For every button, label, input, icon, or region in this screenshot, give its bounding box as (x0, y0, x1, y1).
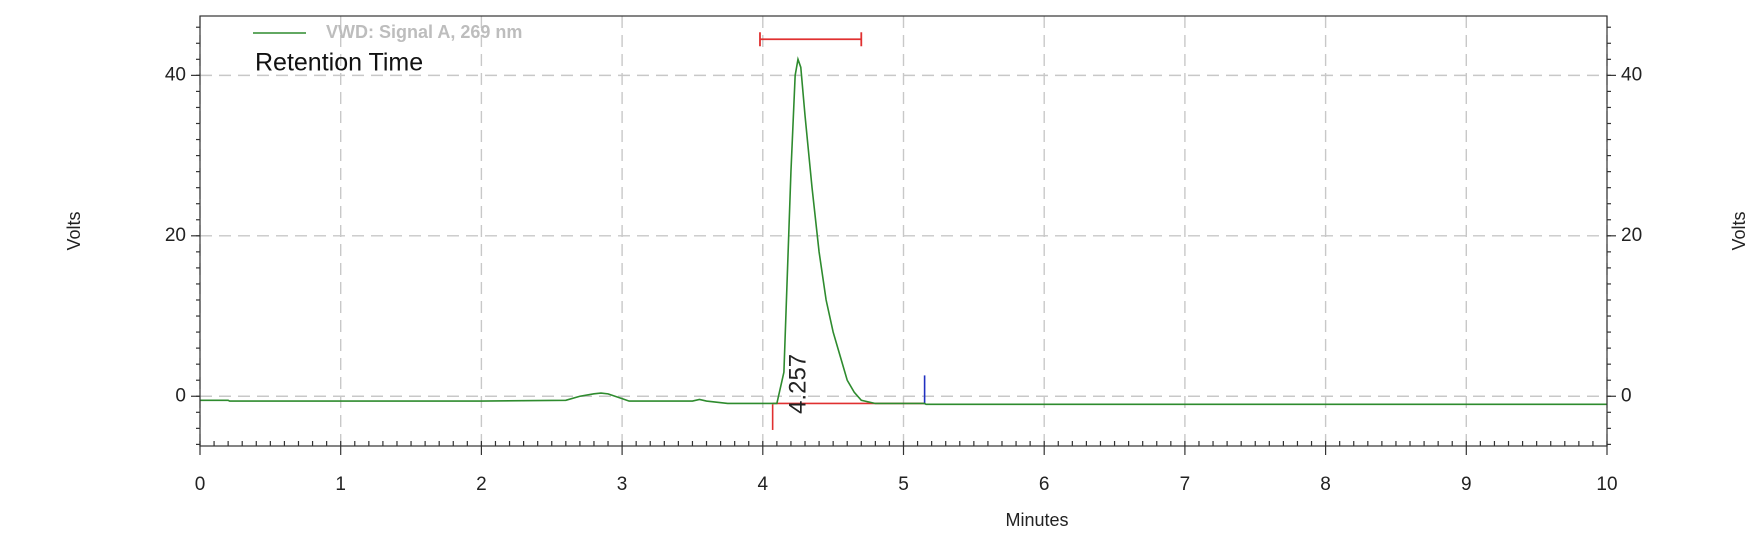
x-axis-label: Minutes (1005, 510, 1068, 530)
y2-axis-label: Volts (1729, 211, 1749, 250)
x-tick-label: 9 (1461, 474, 1472, 495)
signal-line (200, 56, 1607, 406)
x-tick-label: 7 (1180, 474, 1191, 495)
y2-tick-label: 40 (1621, 64, 1642, 85)
peak-label: 4.257 (784, 354, 811, 414)
x-tick-label: 8 (1320, 474, 1331, 495)
y2-tick-label: 20 (1621, 225, 1642, 246)
x-tick-label: 0 (195, 474, 206, 495)
x-tick-label: 3 (617, 474, 628, 495)
x-tick-label: 1 (335, 474, 346, 495)
legend-label: VWD: Signal A, 269 nm (326, 22, 522, 42)
y-axis-label: Volts (64, 211, 84, 250)
x-tick-label: 10 (1596, 474, 1617, 495)
plot-frame (199, 15, 1608, 447)
x-tick-label: 5 (898, 474, 909, 495)
x-tick-label: 4 (758, 474, 769, 495)
y-tick-label: 0 (175, 385, 186, 406)
x-tick-label: 2 (476, 474, 487, 495)
x-tick-label: 6 (1039, 474, 1050, 495)
y-tick-label: 40 (165, 64, 186, 85)
y2-tick-label: 0 (1621, 385, 1632, 406)
annotation: Retention Time (255, 49, 423, 77)
y-tick-label: 20 (165, 225, 186, 246)
